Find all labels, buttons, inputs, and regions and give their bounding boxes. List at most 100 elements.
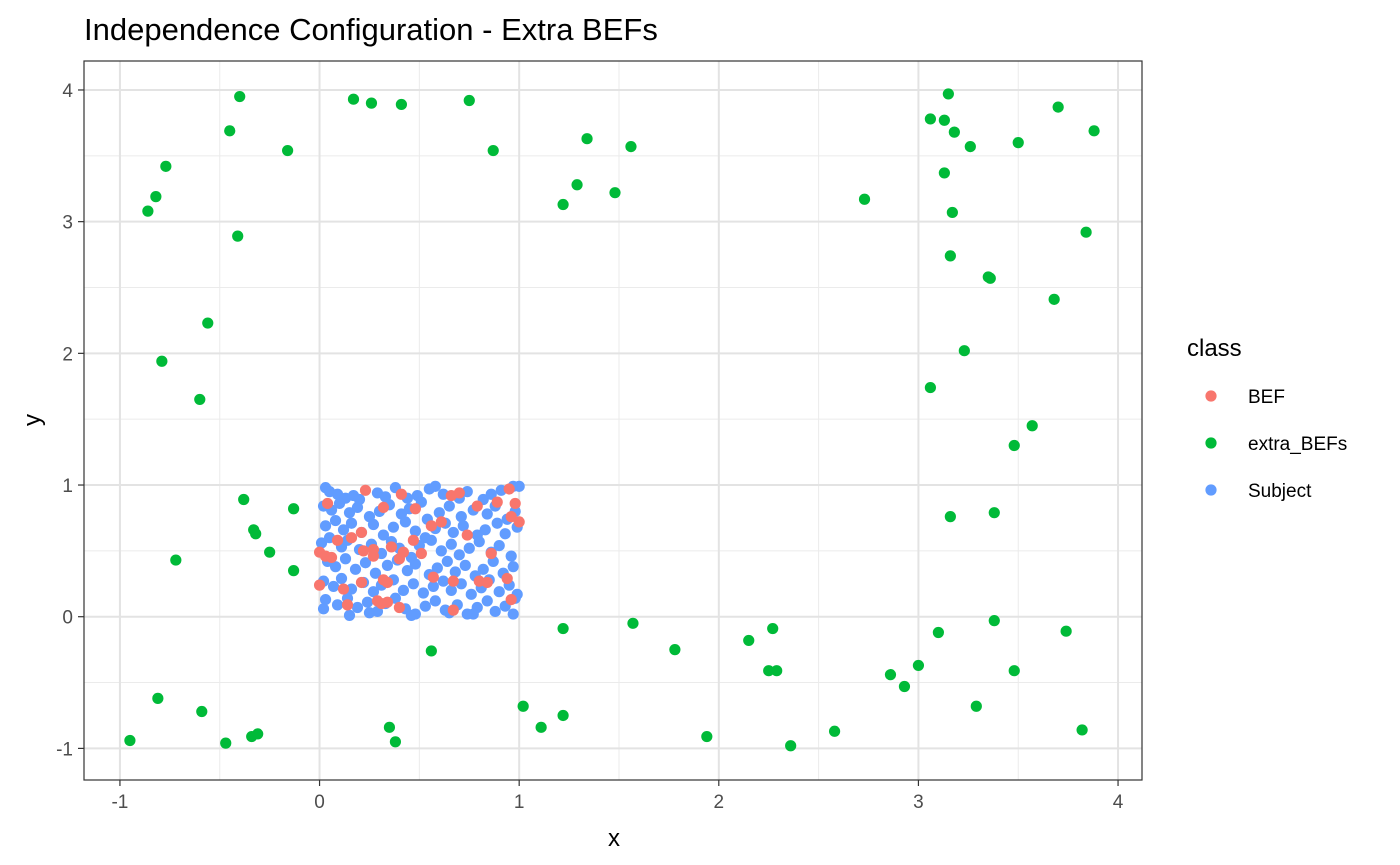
point-Subject <box>367 518 380 531</box>
point-Subject <box>343 609 356 621</box>
point-extra_BEFs <box>383 721 396 733</box>
point-Subject <box>513 480 525 492</box>
point-Subject <box>409 558 421 570</box>
legend-label-Subject: Subject <box>1248 481 1312 502</box>
point-Subject <box>465 588 477 600</box>
point-extra_BEFs <box>924 381 937 394</box>
point-extra_BEFs <box>970 700 982 712</box>
point-BEF <box>393 553 406 565</box>
points-layer <box>124 88 1100 752</box>
point-extra_BEFs <box>1008 665 1020 677</box>
point-extra_BEFs <box>912 659 925 672</box>
legend-label-extra_BEFs: extra_BEFs <box>1248 434 1347 455</box>
point-Subject <box>417 587 429 599</box>
point-BEF <box>395 488 407 500</box>
point-BEF <box>427 571 439 583</box>
point-extra_BEFs <box>142 205 154 217</box>
point-extra_BEFs <box>395 98 407 111</box>
point-extra_BEFs <box>669 644 681 656</box>
point-extra_BEFs <box>365 97 378 109</box>
point-BEF <box>491 496 503 508</box>
point-extra_BEFs <box>924 113 937 125</box>
point-extra_BEFs <box>938 167 950 179</box>
point-Subject <box>329 561 342 573</box>
point-Subject <box>315 537 328 549</box>
point-Subject <box>401 565 413 577</box>
point-Subject <box>507 561 519 573</box>
point-extra_BEFs <box>1060 625 1072 637</box>
point-BEF <box>355 576 368 589</box>
point-Subject <box>429 595 441 607</box>
point-extra_BEFs <box>1076 724 1088 736</box>
x-tick-label: 2 <box>714 792 725 813</box>
point-Subject <box>463 542 475 554</box>
point-Subject <box>351 601 364 614</box>
point-Subject <box>441 555 453 568</box>
point-extra_BEFs <box>250 528 262 540</box>
y-axis-title: y <box>19 414 46 426</box>
point-Subject <box>345 517 358 529</box>
point-extra_BEFs <box>763 665 775 677</box>
point-extra_BEFs <box>858 193 871 205</box>
point-extra_BEFs <box>156 355 168 367</box>
point-extra_BEFs <box>984 272 996 284</box>
point-Subject <box>457 520 469 532</box>
x-tick-label: 1 <box>514 792 525 813</box>
point-Subject <box>445 538 457 550</box>
point-BEF <box>509 497 521 510</box>
point-Subject <box>473 536 485 548</box>
point-Subject <box>333 497 346 510</box>
legend-key-BEF <box>1205 390 1217 402</box>
point-Subject <box>329 514 342 527</box>
point-extra_BEFs <box>389 736 402 748</box>
point-Subject <box>335 572 348 585</box>
point-extra_BEFs <box>948 126 960 138</box>
point-Subject <box>381 559 394 571</box>
point-extra_BEFs <box>932 626 944 639</box>
point-extra_BEFs <box>264 546 276 558</box>
point-Subject <box>407 578 419 590</box>
grid-minor <box>84 61 1142 780</box>
point-Subject <box>343 507 356 519</box>
y-tick-label: -1 <box>56 739 73 760</box>
point-Subject <box>485 488 497 500</box>
x-tick-label: 0 <box>314 792 325 813</box>
legend: class BEF extra_BEFs Subject <box>1187 335 1347 502</box>
y-tick-label: 4 <box>62 81 73 102</box>
point-extra_BEFs <box>194 393 206 406</box>
point-BEF <box>331 534 344 546</box>
point-BEF <box>505 593 517 606</box>
point-BEF <box>447 575 459 587</box>
point-Subject <box>455 511 467 523</box>
point-Subject <box>443 500 455 512</box>
point-Subject <box>489 605 501 618</box>
point-extra_BEFs <box>828 725 841 737</box>
point-Subject <box>491 517 503 529</box>
point-BEF <box>409 503 421 515</box>
point-BEF <box>425 520 437 532</box>
axis-ticks: -1 0 1 2 3 4 -1 0 1 2 3 4 <box>56 81 1124 813</box>
point-extra_BEFs <box>282 144 294 157</box>
point-extra_BEFs <box>946 206 958 219</box>
point-Subject <box>507 608 519 620</box>
point-Subject <box>425 534 437 546</box>
point-BEF <box>381 596 394 608</box>
point-extra_BEFs <box>288 565 300 577</box>
point-Subject <box>467 608 479 620</box>
point-extra_BEFs <box>627 617 639 629</box>
point-extra_BEFs <box>884 669 897 681</box>
grid-major <box>84 61 1142 780</box>
point-extra_BEFs <box>220 737 232 749</box>
y-tick-label: 2 <box>62 344 73 365</box>
point-Subject <box>493 586 505 598</box>
point-Subject <box>429 480 441 492</box>
point-extra_BEFs <box>1026 420 1038 432</box>
point-extra_BEFs <box>238 493 250 506</box>
legend-title: class <box>1187 335 1242 362</box>
point-BEF <box>371 595 384 607</box>
point-extra_BEFs <box>964 140 976 153</box>
point-extra_BEFs <box>944 250 956 262</box>
point-extra_BEFs <box>347 93 360 105</box>
point-Subject <box>409 525 421 537</box>
